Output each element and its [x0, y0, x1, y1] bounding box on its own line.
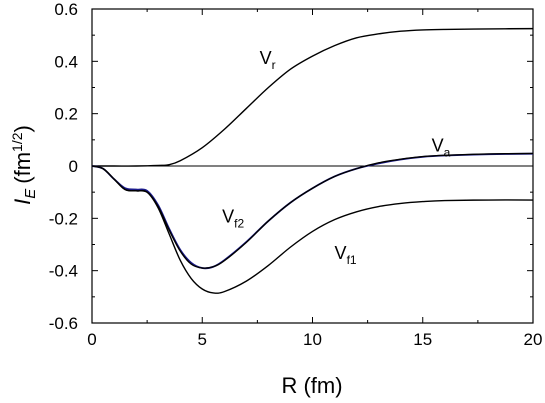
- curve-label-vr: Vr: [260, 48, 276, 72]
- x-axis-title: R (fm): [281, 373, 342, 398]
- y-axis-title-exponent: 1/2: [9, 132, 25, 152]
- x-tick-label: 5: [198, 330, 207, 349]
- y-axis-title-unit: (fm: [10, 152, 35, 184]
- series-line-va: [91, 152, 534, 270]
- series-line-vr: [92, 27, 534, 167]
- curve-label-vf1: Vf1: [335, 243, 357, 267]
- y-axis-title: IE (fm1/2): [9, 125, 39, 205]
- y-tick-label: 0.2: [54, 105, 78, 124]
- y-tick-label: -0.2: [49, 209, 78, 228]
- y-tick-label: 0.4: [54, 52, 78, 71]
- x-tick-label: 20: [524, 330, 543, 349]
- y-axis-title-symbol: I: [10, 199, 35, 205]
- x-tick-label: 15: [413, 330, 432, 349]
- x-tick-label: 10: [303, 330, 322, 349]
- series-group: [91, 27, 534, 294]
- y-tick-label: -0.4: [49, 262, 78, 281]
- curve-labels: Vr Va Vf2 Vf1: [222, 48, 450, 267]
- series-line-vf1: [91, 165, 534, 294]
- x-tick-label: 0: [87, 330, 96, 349]
- axes: 0 5 10 15 20 -0.6 -0.4 -0.2 0 0.2 0.4 0.6: [49, 0, 543, 349]
- y-axis-title-close: ): [10, 125, 35, 132]
- y-tick-label: 0: [69, 157, 78, 176]
- series-line-vf2: [91, 152, 534, 269]
- y-tick-label: -0.6: [49, 314, 78, 333]
- svg-text:IE(fm1/2): IE (fm1/2): [9, 125, 39, 205]
- curve-label-va: Va: [432, 136, 451, 160]
- curve-label-vf2: Vf2: [222, 206, 244, 230]
- y-tick-label: 0.6: [54, 0, 78, 19]
- y-axis-title-subscript: E: [22, 188, 39, 199]
